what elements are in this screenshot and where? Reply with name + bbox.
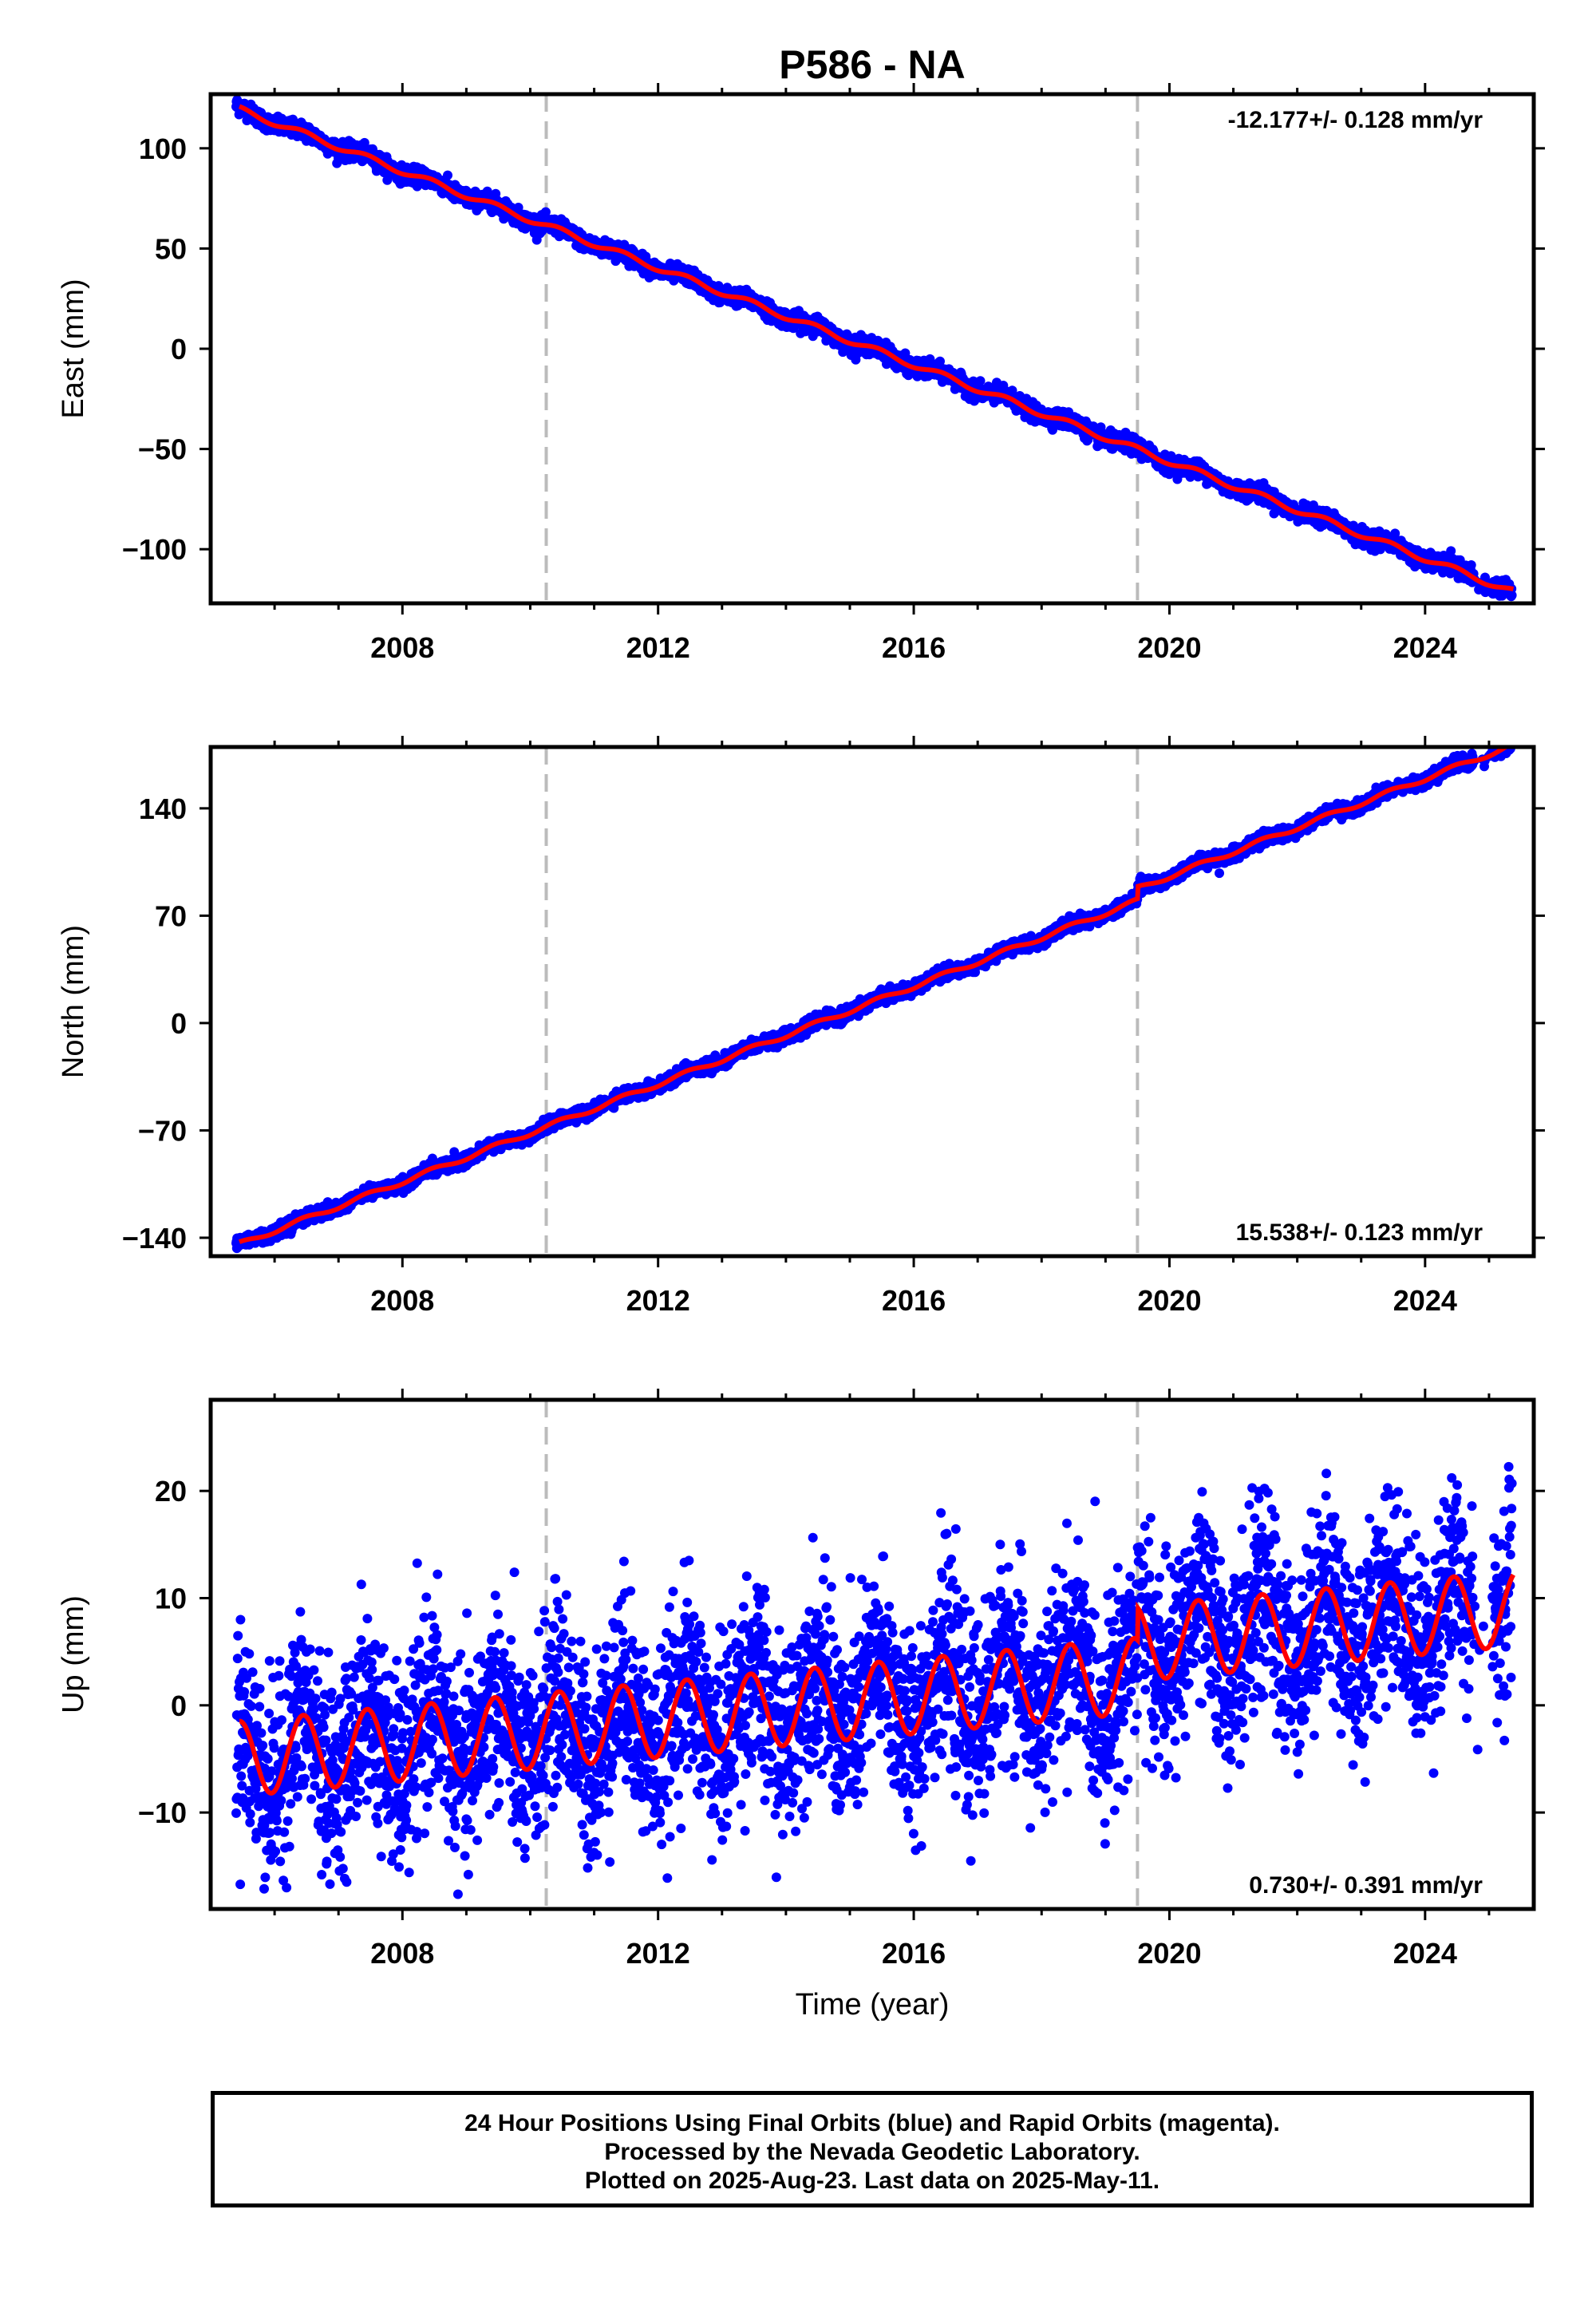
x-tick-label: 2016 (882, 631, 946, 664)
velocity-rate-label: -12.177+/- 0.128 mm/yr (1228, 107, 1483, 133)
data-point (443, 170, 452, 180)
y-tick-label: 100 (139, 132, 187, 165)
data-point (1507, 590, 1517, 600)
data-point (1466, 560, 1476, 570)
plot-area (231, 94, 1517, 603)
y-tick-label: −50 (138, 433, 187, 466)
model-fit-line (238, 104, 1515, 592)
plot-area (231, 747, 1515, 1256)
y-tick-label: 50 (155, 232, 187, 265)
data-point (935, 356, 945, 366)
panel-east: 2008 2012 2016 2020 2024 −100 −50 0 50 100 East (m… (57, 83, 1545, 664)
data-point (513, 203, 523, 212)
y-axis-label: East (mm) (57, 279, 90, 418)
data-point (975, 376, 986, 386)
chart-title: P586 - NA (779, 42, 965, 87)
data-point (900, 348, 911, 358)
y-tick-label: −100 (122, 533, 187, 566)
data-point (540, 207, 551, 217)
x-tick-label: 2024 (1393, 631, 1457, 664)
y-tick-label: 0 (171, 333, 187, 366)
x-tick-label: 2008 (370, 631, 434, 664)
data-points (231, 747, 1515, 1254)
x-tick-label: 2020 (1137, 631, 1201, 664)
x-tick-label: 2012 (626, 631, 690, 664)
data-point (359, 137, 369, 148)
